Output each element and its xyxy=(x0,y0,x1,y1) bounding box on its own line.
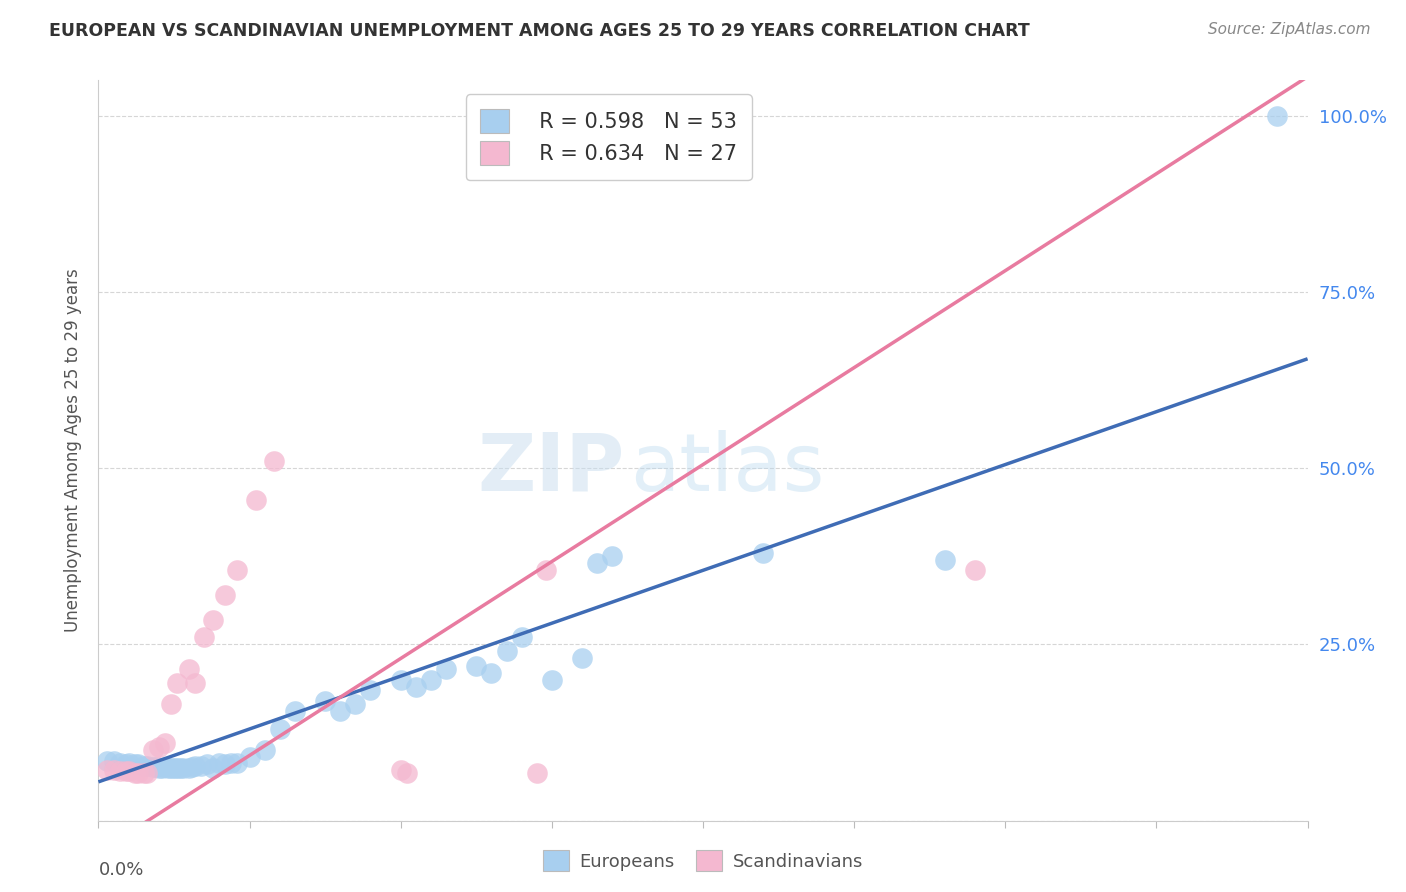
Point xyxy=(269,722,291,736)
Y-axis label: Unemployment Among Ages 25 to 29 years: Unemployment Among Ages 25 to 29 years xyxy=(63,268,82,632)
Point xyxy=(214,757,236,772)
Point xyxy=(153,736,176,750)
Point xyxy=(329,704,352,718)
Point xyxy=(166,676,188,690)
Point xyxy=(108,764,131,779)
Point xyxy=(405,680,427,694)
Point xyxy=(166,762,188,776)
Point xyxy=(103,763,125,777)
Point xyxy=(142,743,165,757)
Point xyxy=(239,750,262,764)
Point xyxy=(465,658,488,673)
Point xyxy=(132,758,155,772)
Point xyxy=(148,761,170,775)
Point xyxy=(118,756,141,770)
Point xyxy=(389,673,412,687)
Point xyxy=(245,492,267,507)
Legend: Europeans, Scandinavians: Europeans, Scandinavians xyxy=(536,843,870,879)
Point xyxy=(344,698,367,712)
Point xyxy=(193,630,215,644)
Point xyxy=(202,613,225,627)
Point xyxy=(934,553,956,567)
Point xyxy=(132,765,155,780)
Point xyxy=(150,761,173,775)
Point xyxy=(510,630,533,644)
Point xyxy=(108,756,131,770)
Point xyxy=(360,683,382,698)
Point xyxy=(172,762,194,776)
Point xyxy=(124,757,146,772)
Point xyxy=(124,765,146,780)
Point xyxy=(586,556,609,570)
Text: ZIP: ZIP xyxy=(477,430,624,508)
Point xyxy=(96,754,118,768)
Point xyxy=(179,761,201,775)
Point xyxy=(434,662,457,676)
Point xyxy=(208,756,231,770)
Text: atlas: atlas xyxy=(630,430,825,508)
Point xyxy=(127,765,149,780)
Point xyxy=(253,743,276,757)
Text: 0.0%: 0.0% xyxy=(98,862,143,880)
Point xyxy=(148,739,170,754)
Point xyxy=(389,763,412,777)
Point xyxy=(118,764,141,779)
Point xyxy=(221,756,243,770)
Point xyxy=(135,758,157,772)
Point xyxy=(114,764,136,779)
Point xyxy=(160,698,183,712)
Point xyxy=(752,546,775,560)
Point xyxy=(226,756,249,770)
Point xyxy=(127,757,149,772)
Point xyxy=(184,676,207,690)
Point xyxy=(481,665,503,680)
Point xyxy=(540,673,562,687)
Point xyxy=(179,662,201,676)
Point xyxy=(103,754,125,768)
Point xyxy=(526,765,548,780)
Point xyxy=(169,762,191,776)
Point xyxy=(534,563,557,577)
Point xyxy=(195,757,218,772)
Point xyxy=(965,563,987,577)
Point xyxy=(602,549,624,564)
Text: Source: ZipAtlas.com: Source: ZipAtlas.com xyxy=(1208,22,1371,37)
Point xyxy=(226,563,249,577)
Point xyxy=(1267,109,1289,123)
Point xyxy=(214,588,236,602)
Point xyxy=(184,758,207,772)
Point xyxy=(153,760,176,774)
Point xyxy=(156,761,179,775)
Point xyxy=(263,454,285,468)
Legend:   R = 0.598   N = 53,   R = 0.634   N = 27: R = 0.598 N = 53, R = 0.634 N = 27 xyxy=(465,95,752,180)
Point xyxy=(395,765,418,780)
Point xyxy=(284,704,307,718)
Point xyxy=(202,761,225,775)
Point xyxy=(114,757,136,772)
Point xyxy=(190,758,212,772)
Point xyxy=(163,762,186,776)
Point xyxy=(571,651,593,665)
Point xyxy=(160,761,183,775)
Point xyxy=(96,763,118,777)
Point xyxy=(142,760,165,774)
Point xyxy=(181,760,204,774)
Point xyxy=(135,765,157,780)
Point xyxy=(314,694,336,708)
Text: EUROPEAN VS SCANDINAVIAN UNEMPLOYMENT AMONG AGES 25 TO 29 YEARS CORRELATION CHAR: EUROPEAN VS SCANDINAVIAN UNEMPLOYMENT AM… xyxy=(49,22,1031,40)
Point xyxy=(420,673,443,687)
Point xyxy=(145,760,167,774)
Point xyxy=(495,644,517,658)
